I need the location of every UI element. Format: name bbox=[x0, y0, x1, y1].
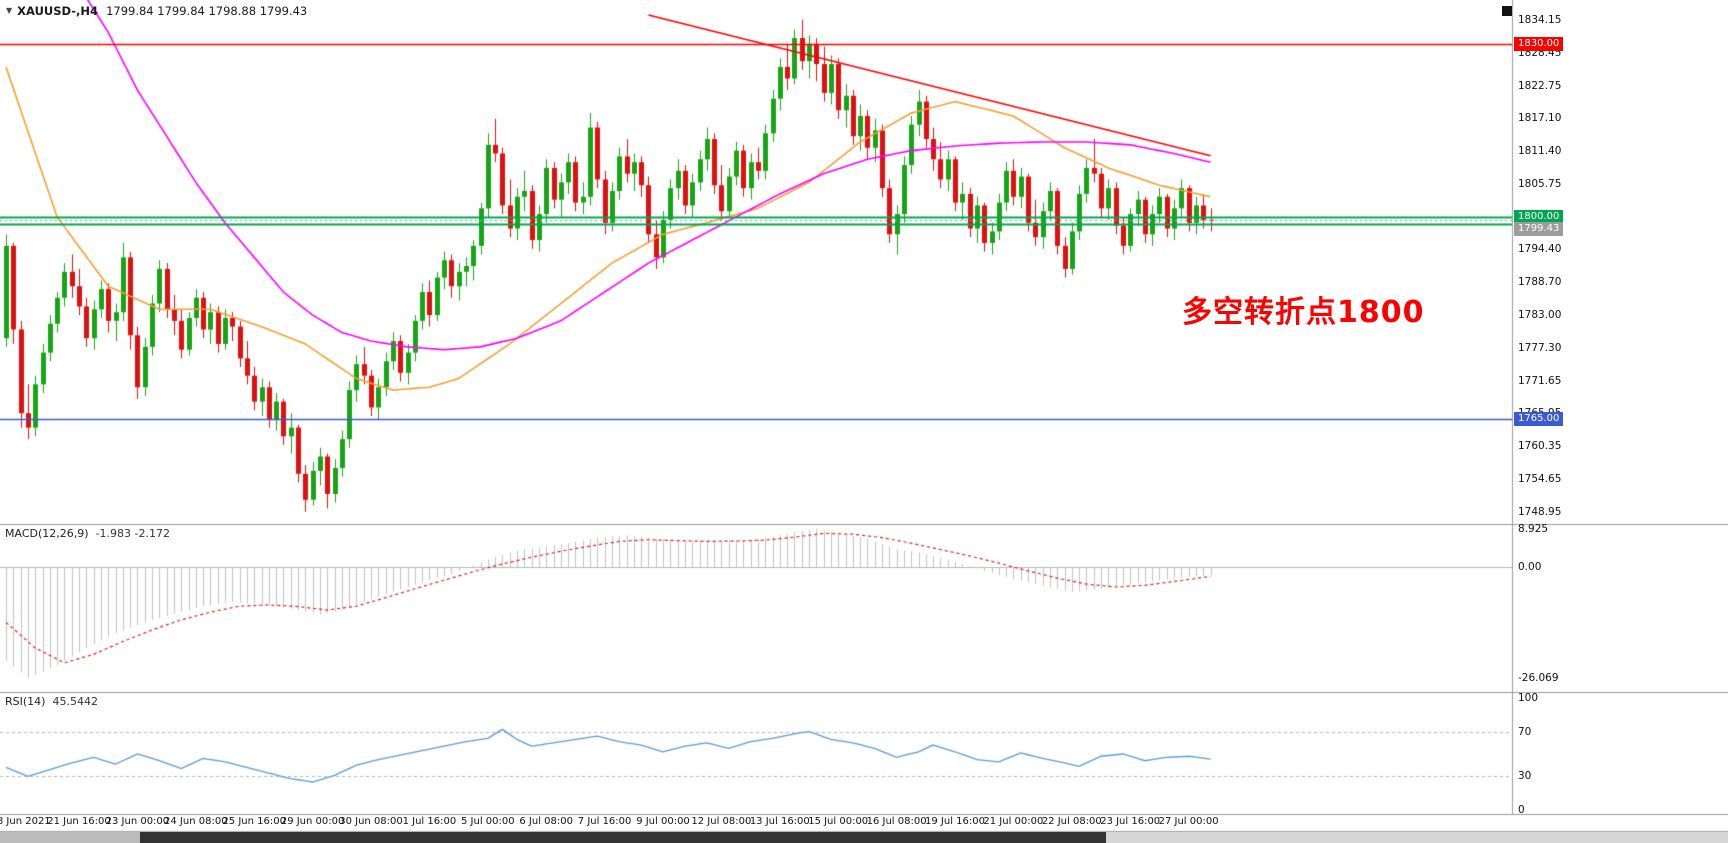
time-axis-label: 1 Jul 16:00 bbox=[402, 816, 457, 827]
price-axis-label: 1783.00 bbox=[1518, 309, 1562, 322]
time-axis-label: 19 Jul 16:00 bbox=[925, 816, 985, 827]
current-price-badge: 1799.43 bbox=[1514, 222, 1564, 237]
time-axis-label: 16 Jul 08:00 bbox=[866, 816, 927, 827]
price-axis-label: 1811.40 bbox=[1518, 145, 1562, 158]
price-axis-label: 1788.70 bbox=[1518, 276, 1562, 289]
symbol-timeframe-label: XAUUSD-,H4 bbox=[17, 4, 99, 18]
rsi-value: 45.5442 bbox=[52, 695, 98, 708]
price-axis-label: 1748.95 bbox=[1518, 505, 1562, 518]
time-axis-label: 25 Jun 16:00 bbox=[222, 816, 286, 827]
scrollbar-left-track[interactable] bbox=[0, 832, 140, 843]
price-axis-label: 1805.75 bbox=[1518, 177, 1562, 190]
scale-top-marker bbox=[1502, 6, 1512, 16]
price-line-badge: 1800.00 bbox=[1514, 209, 1564, 224]
time-axis-label: 30 Jun 08:00 bbox=[339, 816, 403, 827]
rsi-axis-label: 100 bbox=[1518, 692, 1539, 704]
price-axis-label: 1817.10 bbox=[1518, 112, 1562, 125]
chart-expand-icon[interactable]: ▼ bbox=[6, 6, 13, 15]
time-axis-label: 6 Jul 08:00 bbox=[519, 816, 573, 827]
chart-header: ▼ XAUUSD-,H4 1799.84 1799.84 1798.88 1799.… bbox=[6, 4, 307, 18]
price-axis-label: 1760.35 bbox=[1518, 439, 1562, 452]
time-axis-label: 9 Jul 00:00 bbox=[636, 816, 690, 827]
price-axis-label: 1794.40 bbox=[1518, 243, 1562, 256]
chart-annotation-text: 多空转折点1800 bbox=[1182, 295, 1425, 330]
rsi-axis-label: 70 bbox=[1518, 725, 1532, 738]
time-axis-label: 22 Jul 08:00 bbox=[1041, 816, 1102, 827]
price-axis-label: 1771.65 bbox=[1518, 374, 1562, 387]
time-axis-label: 12 Jul 08:00 bbox=[691, 816, 752, 827]
time-axis-label: 5 Jul 00:00 bbox=[460, 816, 515, 827]
price-axis-label: 1754.65 bbox=[1518, 472, 1562, 485]
time-axis-label: 21 Jul 00:00 bbox=[983, 816, 1044, 827]
price-axis-label: 1777.30 bbox=[1518, 341, 1562, 354]
price-axis-label: 1822.75 bbox=[1518, 79, 1562, 92]
macd-pane-header: MACD(12,26,9) -1.983 -2.172 bbox=[5, 527, 170, 540]
macd-axis-label: 8.925 bbox=[1518, 522, 1549, 535]
scrollbar-thumb[interactable] bbox=[140, 832, 1106, 843]
horizontal-scrollbar[interactable] bbox=[0, 832, 1728, 843]
time-axis-label: 24 Jun 08:00 bbox=[164, 816, 228, 827]
macd-indicator-label: MACD(12,26,9) bbox=[5, 527, 89, 540]
price-line-badge: 1765.00 bbox=[1514, 411, 1564, 426]
time-axis-label: 7 Jul 16:00 bbox=[577, 816, 632, 827]
macd-axis-label: 0.00 bbox=[1518, 561, 1542, 573]
time-axis-label: 29 Jun 00:00 bbox=[280, 816, 345, 827]
macd-values: -1.983 -2.172 bbox=[95, 527, 170, 540]
ohlc-values: 1799.84 1799.84 1798.88 1799.43 bbox=[106, 4, 308, 18]
macd-axis-label: -26.069 bbox=[1518, 672, 1559, 685]
time-axis-label: 23 Jul 16:00 bbox=[1100, 816, 1161, 827]
time-axis-label: 27 Jul 00:00 bbox=[1158, 816, 1219, 827]
price-line-badge: 1830.00 bbox=[1514, 36, 1564, 51]
rsi-indicator-label: RSI(14) bbox=[5, 695, 46, 708]
time-axis-label: 23 Jun 00:00 bbox=[105, 816, 170, 827]
time-axis-label: 15 Jul 00:00 bbox=[808, 816, 869, 827]
time-axis-label: 21 Jun 16:00 bbox=[47, 816, 111, 827]
rsi-axis-label: 30 bbox=[1518, 770, 1532, 783]
rsi-axis-label: 0 bbox=[1518, 804, 1525, 816]
rsi-pane-header: RSI(14) 45.5442 bbox=[5, 695, 98, 708]
time-axis-label: 13 Jul 16:00 bbox=[749, 816, 810, 827]
price-axis-label: 1834.15 bbox=[1518, 13, 1562, 26]
time-axis-label: 18 Jun 2021 bbox=[0, 816, 51, 827]
